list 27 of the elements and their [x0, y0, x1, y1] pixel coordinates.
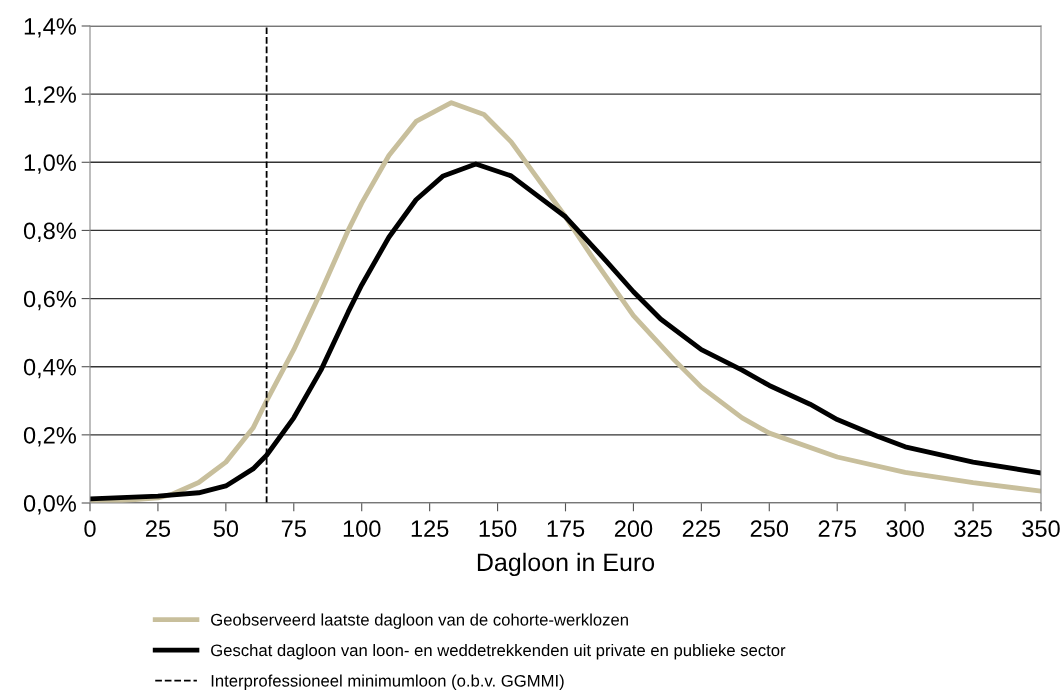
y-tick-label: 0,2% — [23, 426, 76, 447]
legend-label: Interprofessioneel minimumloon (o.b.v. GGMMI) — [211, 674, 564, 691]
x-tick-label: 225 — [682, 520, 721, 538]
legend-label: Geobserveerd laatste dagloon van de cohorte-werklozen — [211, 613, 628, 629]
y-tick-label: 1,4% — [24, 18, 76, 38]
x-tick-label: 300 — [886, 520, 924, 538]
y-tick-label: 0,6% — [23, 290, 76, 311]
x-tick-label: 100 — [343, 520, 381, 538]
x-tick-label: 350 — [1022, 520, 1060, 538]
y-tick-label: 0,4% — [23, 358, 76, 379]
x-tick-label: 125 — [411, 520, 449, 538]
y-tick-label: 1,0% — [24, 154, 76, 174]
x-tick-label: 175 — [547, 520, 585, 538]
x-tick-label: 200 — [614, 520, 653, 538]
legend-label: Geschat dagloon van loon- en weddetrekkenden uit private en publieke sector — [211, 643, 786, 660]
x-axis-title: Dagloon in Euro — [477, 552, 655, 577]
x-tick-label: 325 — [954, 520, 992, 538]
x-tick-label: 250 — [750, 520, 789, 538]
x-tick-label: 75 — [281, 520, 306, 538]
x-tick-label: 275 — [818, 520, 856, 538]
x-tick-label: 50 — [213, 520, 239, 538]
x-tick-label: 25 — [145, 520, 171, 538]
x-tick-label: 0 — [84, 520, 96, 538]
y-tick-label: 0,0% — [23, 495, 76, 515]
y-tick-label: 1,2% — [24, 86, 76, 106]
y-tick-label: 0,8% — [23, 222, 76, 243]
x-tick-label: 150 — [479, 520, 517, 538]
